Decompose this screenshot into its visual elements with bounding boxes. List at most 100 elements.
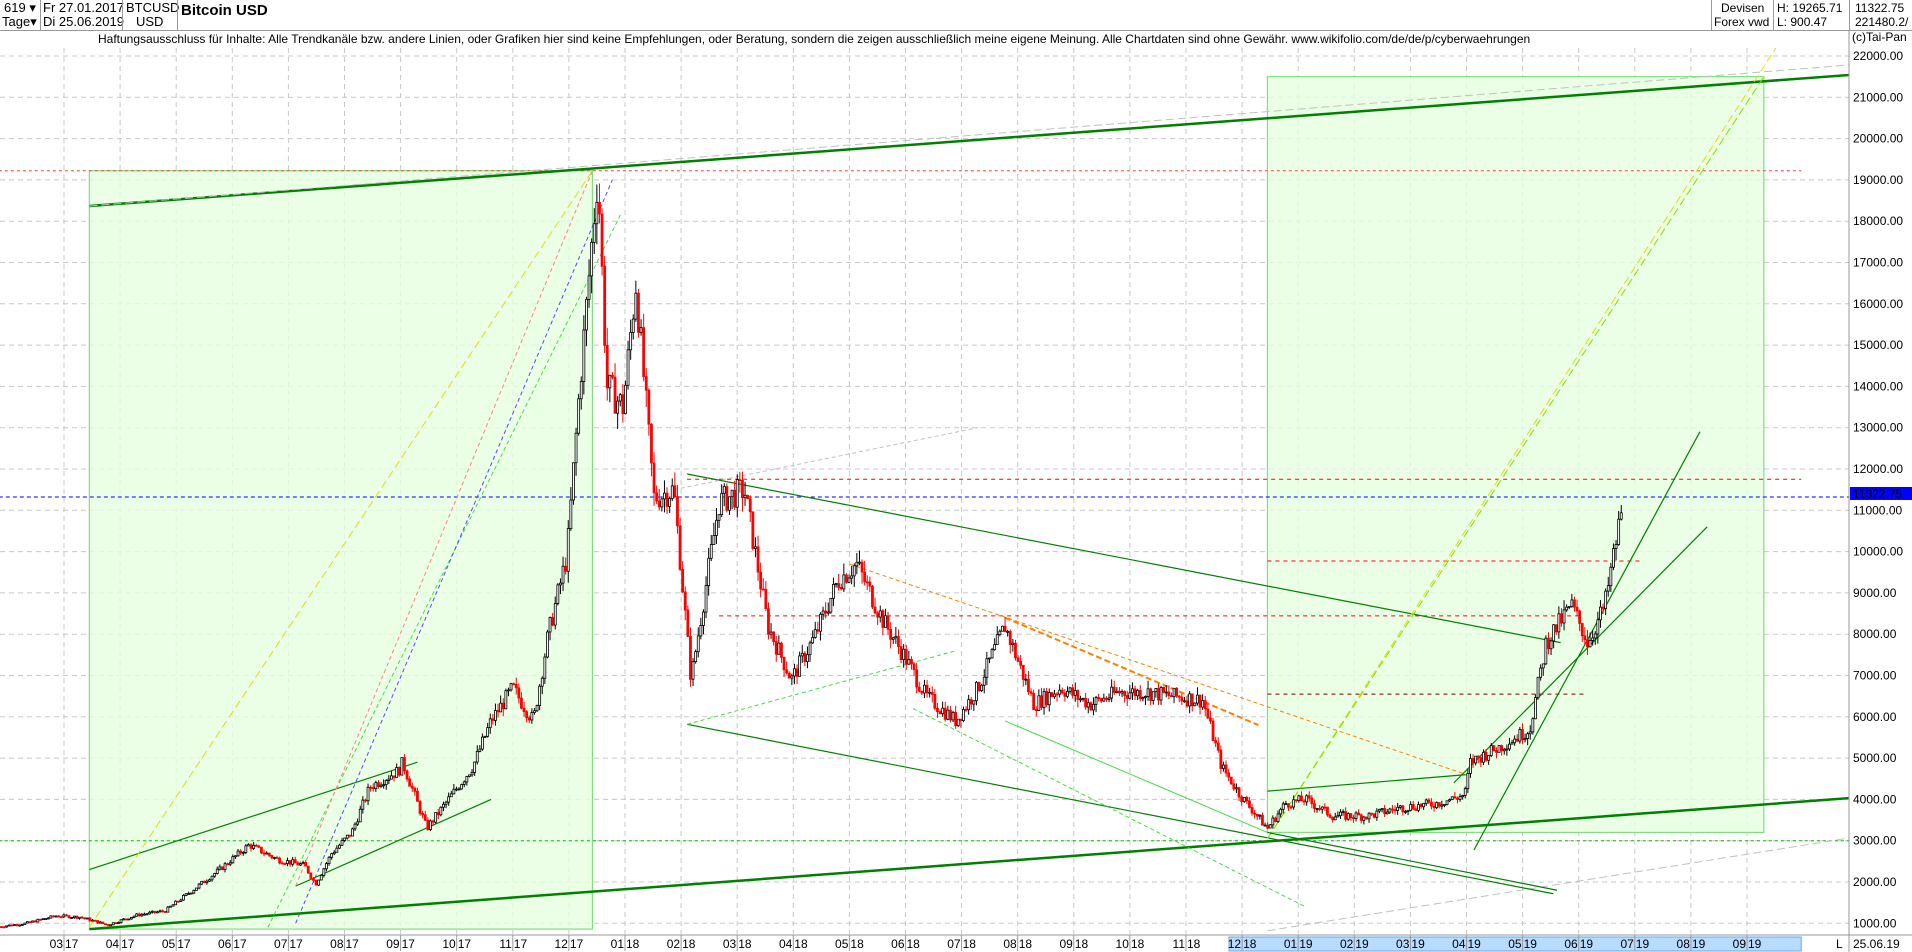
candle-body [1081,697,1085,700]
candle-body [1539,667,1543,678]
candle-body [1157,688,1160,701]
bars-count-select[interactable]: 619 ▾ [4,1,36,15]
x-tick-year: 17 [458,937,472,951]
candle-body [504,690,508,710]
candle-body [200,880,204,885]
candle-body [1333,816,1337,821]
candle-body [293,859,297,864]
candle-body [59,916,63,919]
candle-body [728,496,731,511]
candle-body [1107,697,1111,700]
x-tick-month: 09 [1733,937,1747,951]
market-sub: Forex vwd [1714,15,1770,29]
candle-body [751,511,755,549]
candle-body [665,492,669,507]
candle-body [1193,702,1197,707]
candle-body [858,561,861,564]
x-tick-month: 06 [891,937,905,951]
candle-body [221,866,224,871]
y-tick-label: 3000.00 [1853,834,1897,848]
candle-body [574,432,578,464]
candle-body [1367,812,1371,820]
candle-body [967,699,971,711]
candle-body [65,914,68,917]
candle-body [1235,787,1238,790]
candle-body [442,803,445,808]
candle-body [1526,733,1530,739]
candle-body [1372,813,1376,818]
trendline [89,796,1849,931]
candle-body [1531,718,1535,733]
candle-body [1229,776,1233,785]
candle-body [832,584,835,599]
x-tick-year: 18 [794,937,808,951]
candle-body [1500,745,1504,752]
candle-body [990,649,994,659]
candle-body [590,241,594,277]
candle-body [260,846,263,854]
candle-body [1510,742,1514,745]
candle-body [1034,709,1038,711]
trendline [686,473,1561,644]
x-tick-month: 12 [555,937,569,951]
candle-body [1315,808,1319,810]
candle-body [416,790,419,802]
candle-body [1094,697,1098,705]
candle-body [668,498,672,507]
candle-body [629,332,633,351]
candle-body [267,852,271,856]
candle-body [1190,693,1194,707]
candle-body [1141,697,1145,700]
candle-body [278,857,282,864]
candle-body [741,479,744,499]
candle-body [527,717,531,721]
candle-body [1437,802,1441,807]
candle-body [1552,624,1556,642]
candle-body [1604,590,1608,609]
candle-body [873,606,877,614]
candle-body [1341,811,1345,813]
candle-body [925,684,929,694]
candle-body [1411,804,1415,810]
candle-body [1300,795,1303,802]
candle-body [1242,797,1246,802]
candle-body [1326,806,1329,816]
candle-body [1583,635,1587,641]
x-tick-month: 04 [779,937,793,951]
candle-body [1601,606,1605,609]
y-tick-label: 7000.00 [1853,669,1897,683]
candle-body [556,584,560,604]
candle-body [91,919,94,922]
candle-body [1586,639,1589,648]
candle-body [283,863,287,865]
candle-body [855,561,859,567]
candle-body [166,906,170,913]
candle-body [566,528,570,572]
candle-body [1409,804,1413,811]
scroll-marker: L [1836,937,1843,951]
date-to: Di 25.06.2019 [43,14,124,29]
candle-body [707,557,711,586]
candle-body [525,711,529,719]
x-tick-year: 17 [177,937,191,951]
candle-body [1450,796,1454,800]
candle-body [46,917,50,920]
candle-body [689,635,692,680]
candle-body [1271,817,1275,826]
chevron-down-icon: ▾ [30,14,37,29]
candle-body [824,610,828,614]
candle-body [1346,813,1350,820]
candle-body [85,917,89,920]
candle-body [1599,606,1602,621]
candle-body [1557,613,1561,633]
x-tick-year: 17 [346,937,360,951]
trendline [1267,76,1765,839]
x-tick-year: 19 [1580,937,1594,951]
candle-body [1066,690,1069,697]
candle-body [1396,806,1400,811]
y-tick-label: 16000.00 [1853,297,1903,311]
candle-body [969,699,973,705]
period-select[interactable]: Tage▾ [2,15,37,29]
candle-body [330,853,334,858]
